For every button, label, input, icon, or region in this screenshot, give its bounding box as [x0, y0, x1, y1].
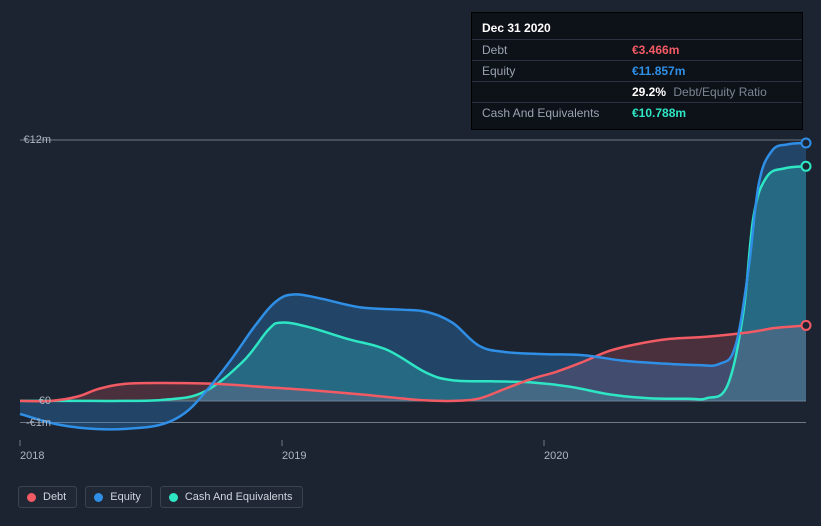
chart-tooltip: Dec 31 2020 Debt€3.466mEquity€11.857m29.…: [471, 12, 803, 130]
tooltip-row: Equity€11.857m: [472, 60, 802, 81]
tooltip-row-note: Debt/Equity Ratio: [670, 85, 767, 99]
legend-item[interactable]: Debt: [18, 486, 77, 508]
legend-dot-icon: [94, 493, 103, 502]
x-tick-label: 2018: [20, 450, 44, 462]
tooltip-row: Debt€3.466m: [472, 39, 802, 60]
tooltip-row-label: Equity: [482, 63, 632, 79]
legend-label: Debt: [43, 491, 66, 503]
legend-item[interactable]: Cash And Equivalents: [160, 486, 304, 508]
legend-dot-icon: [27, 493, 36, 502]
tooltip-row-value: €3.466m: [632, 42, 679, 58]
tooltip-date: Dec 31 2020: [472, 19, 802, 39]
legend-label: Equity: [110, 491, 141, 503]
tooltip-row-value: 29.2% Debt/Equity Ratio: [632, 84, 767, 100]
y-tick-label: -€1m: [26, 417, 51, 429]
tooltip-row-label: Debt: [482, 42, 632, 58]
legend-item[interactable]: Equity: [85, 486, 152, 508]
debt-equity-chart: { "chart": { "type": "area-line", "backg…: [0, 0, 821, 526]
y-tick-label: €0: [39, 395, 51, 407]
y-tick-label: €12m: [23, 134, 51, 146]
x-tick-label: 2020: [544, 450, 568, 462]
tooltip-row: Cash And Equivalents€10.788m: [472, 102, 802, 123]
tooltip-row-label: Cash And Equivalents: [482, 105, 632, 121]
legend-dot-icon: [169, 493, 178, 502]
chart-legend: Debt Equity Cash And Equivalents: [18, 486, 303, 508]
tooltip-row-value: €11.857m: [632, 63, 685, 79]
tooltip-row-value: €10.788m: [632, 105, 686, 121]
x-tick-label: 2019: [282, 450, 306, 462]
tooltip-row-label: [482, 84, 632, 100]
tooltip-row: 29.2% Debt/Equity Ratio: [472, 81, 802, 102]
legend-label: Cash And Equivalents: [185, 491, 293, 503]
